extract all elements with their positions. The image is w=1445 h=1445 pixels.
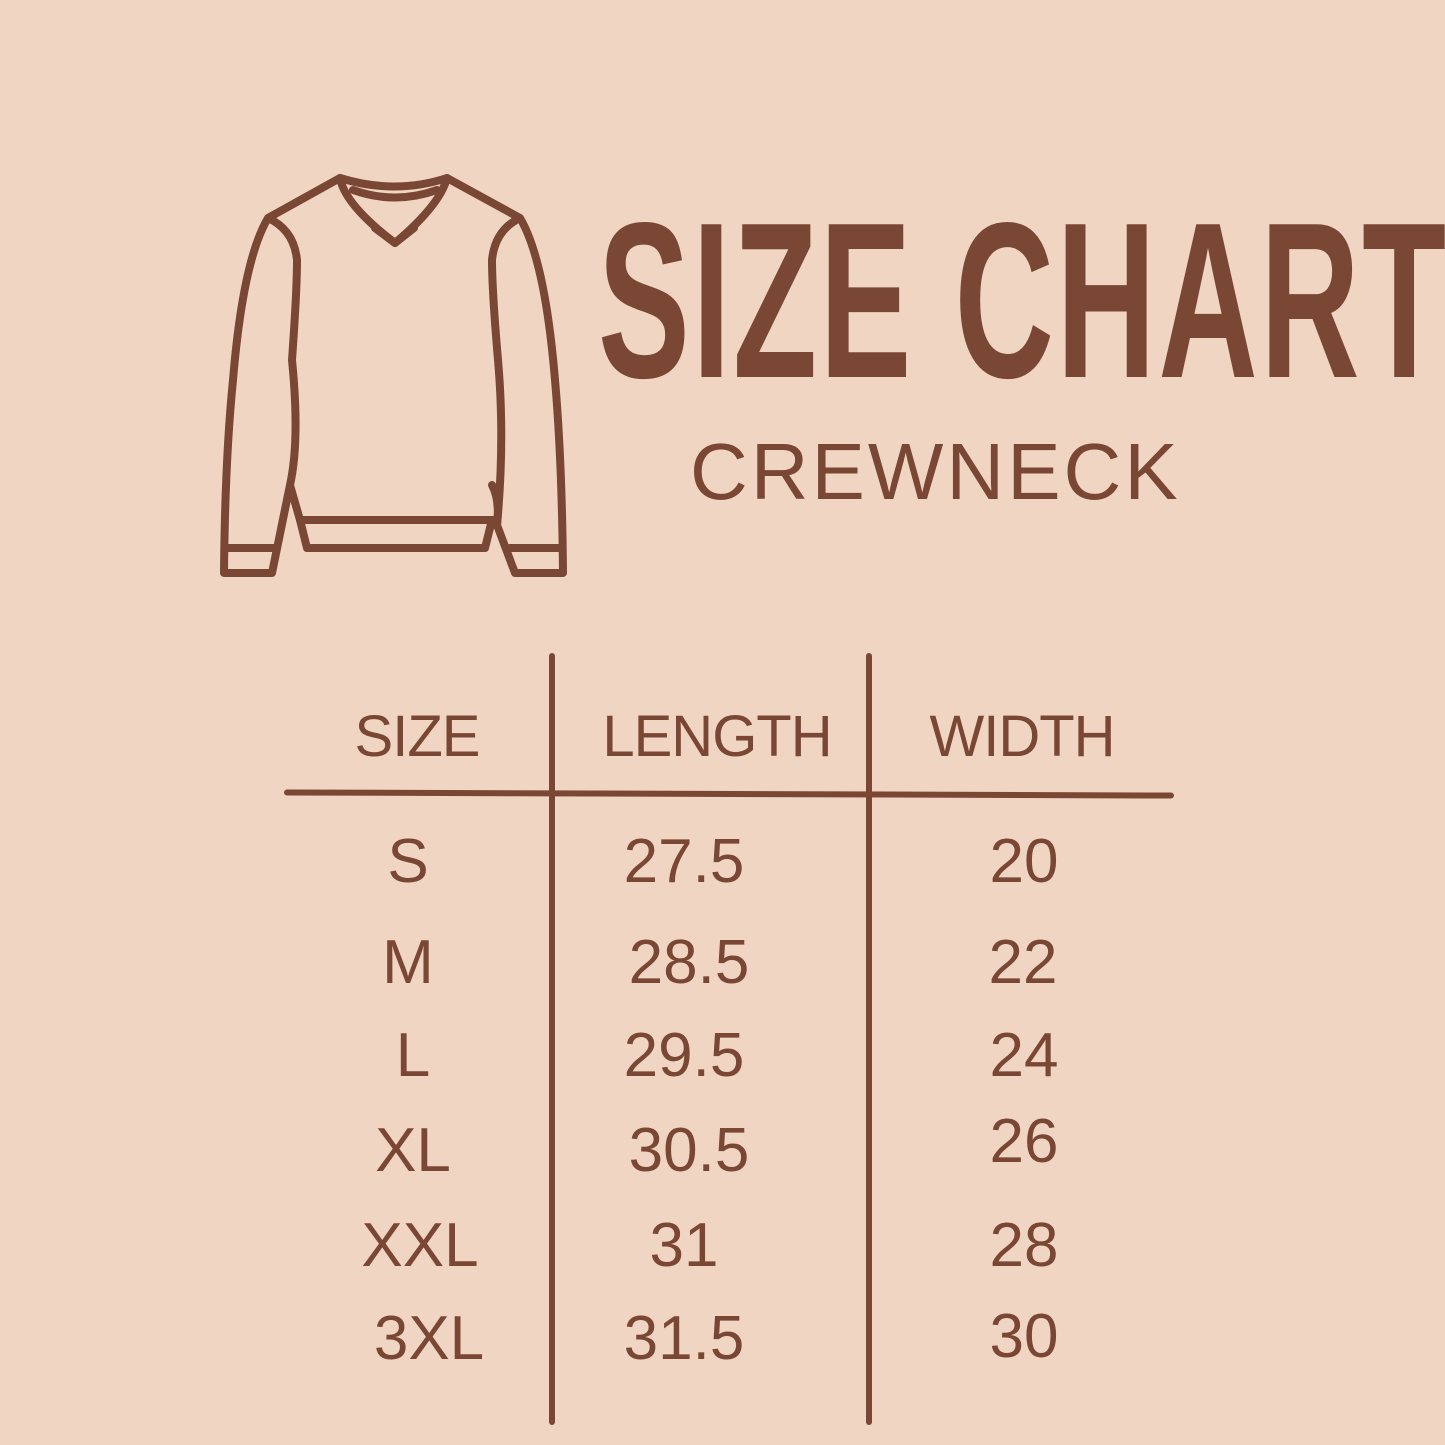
length-cell: 31.5 (623, 1304, 745, 1373)
width-cell: 24 (989, 1021, 1059, 1090)
size-cell: L (395, 1021, 431, 1090)
width-cell: 30 (989, 1302, 1059, 1371)
size-cell: XL (375, 1116, 451, 1185)
page-title: SIZE CHART (598, 177, 1445, 425)
size-cell: M (382, 928, 434, 997)
header-divider (283, 789, 1175, 799)
size-cell: S (387, 827, 429, 896)
column-header-size: SIZE (354, 704, 481, 769)
width-cell: 22 (988, 928, 1058, 997)
length-cell: 29.5 (623, 1021, 745, 1090)
width-cell: 28 (989, 1211, 1059, 1280)
length-cell: 30.5 (628, 1116, 750, 1185)
size-cell: XXL (361, 1211, 479, 1280)
column-header-width: WIDTH (929, 704, 1115, 769)
crewneck-sweater-icon (220, 174, 567, 577)
length-cell: 28.5 (628, 928, 750, 997)
width-cell: 26 (989, 1107, 1059, 1176)
size-cell: 3XL (373, 1304, 485, 1373)
length-cell: 31 (649, 1211, 719, 1280)
column-divider (866, 653, 872, 1425)
column-header-length: LENGTH (602, 704, 832, 769)
page-subtitle: CREWNECK (690, 427, 1181, 516)
column-divider (549, 653, 555, 1425)
length-cell: 27.5 (623, 827, 745, 896)
width-cell: 20 (989, 827, 1059, 896)
